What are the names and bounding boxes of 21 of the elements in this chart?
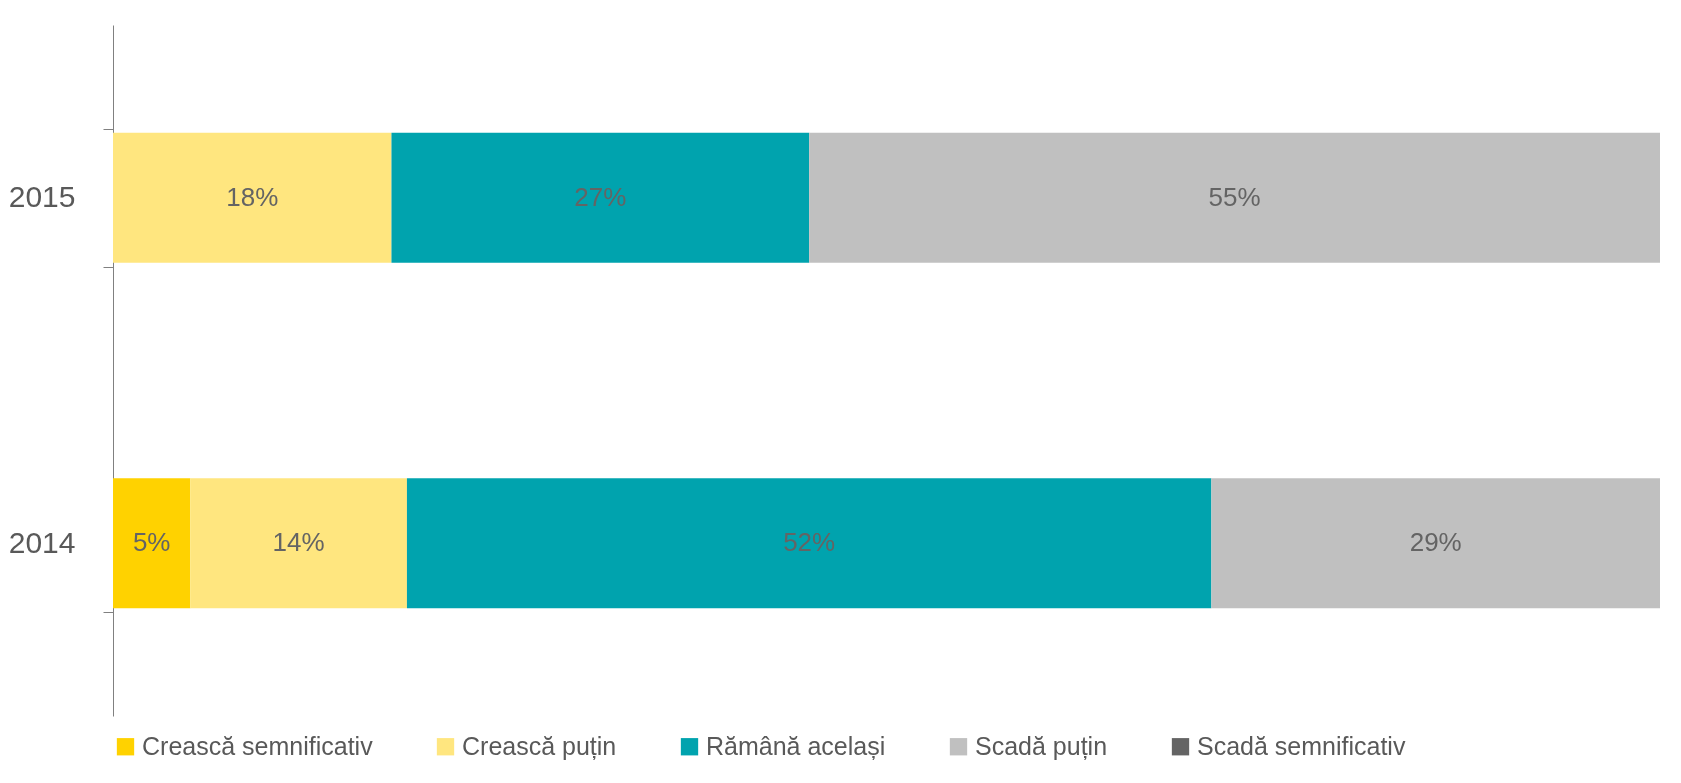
data-label: 29% [1409,527,1462,558]
data-label: 55% [1208,181,1261,212]
bar [113,132,392,263]
bar [1211,478,1660,609]
data-label: 52% [783,527,836,558]
legend-label: Crească semnificativ [142,731,374,760]
y-tick-label: 2014 [8,525,76,559]
data-label: 14% [272,527,325,558]
data-label: 27% [574,181,627,212]
legend-label: Crească puțin [462,731,617,760]
legend-label: Rămână același [706,731,886,760]
data-label: 18% [226,181,279,212]
bar [391,132,810,263]
data-label: 5% [132,527,171,558]
bar [190,478,407,609]
bar [113,478,191,609]
legend-label: Scadă puțin [975,731,1108,760]
y-tick-label: 2015 [8,180,76,214]
bar [406,478,1212,609]
legend-label: Scadă semnificativ [1197,731,1406,760]
bar [809,132,1660,263]
